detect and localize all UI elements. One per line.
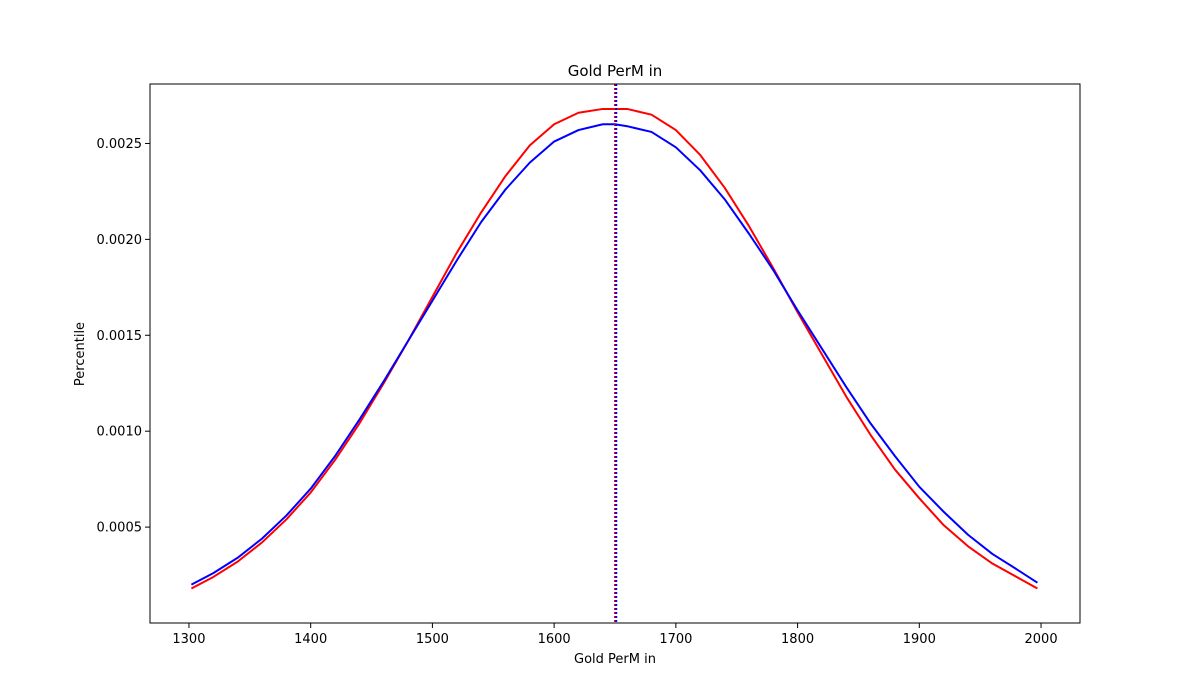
x-tick-label: 2000 xyxy=(1025,632,1058,647)
x-tick-label: 1700 xyxy=(659,632,692,647)
y-tick-label: 0.0010 xyxy=(97,425,143,440)
y-tick-label: 0.0020 xyxy=(97,233,143,248)
y-axis-label: Percentile xyxy=(73,322,88,386)
y-tick-label: 0.0025 xyxy=(97,137,143,152)
y-tick-label: 0.0015 xyxy=(97,329,143,344)
y-axis-ticks: 0.0005 0.0010 0.0015 0.0020 0.0025 xyxy=(97,137,150,536)
x-tick-label: 1500 xyxy=(416,632,449,647)
x-tick-label: 1400 xyxy=(294,632,327,647)
plot-lines xyxy=(190,84,1038,623)
x-axis-ticks: 1300 1400 1500 1600 1700 1800 1900 2000 xyxy=(172,623,1058,647)
plot-frame xyxy=(149,83,1081,624)
y-tick-label: 0.0005 xyxy=(97,521,143,536)
x-tick-label: 1300 xyxy=(172,632,205,647)
x-tick-label: 1600 xyxy=(538,632,571,647)
chart-title: Gold PerM in xyxy=(568,62,663,80)
x-tick-label: 1900 xyxy=(903,632,936,647)
x-axis-label: Gold PerM in xyxy=(574,652,656,667)
x-tick-label: 1800 xyxy=(781,632,814,647)
